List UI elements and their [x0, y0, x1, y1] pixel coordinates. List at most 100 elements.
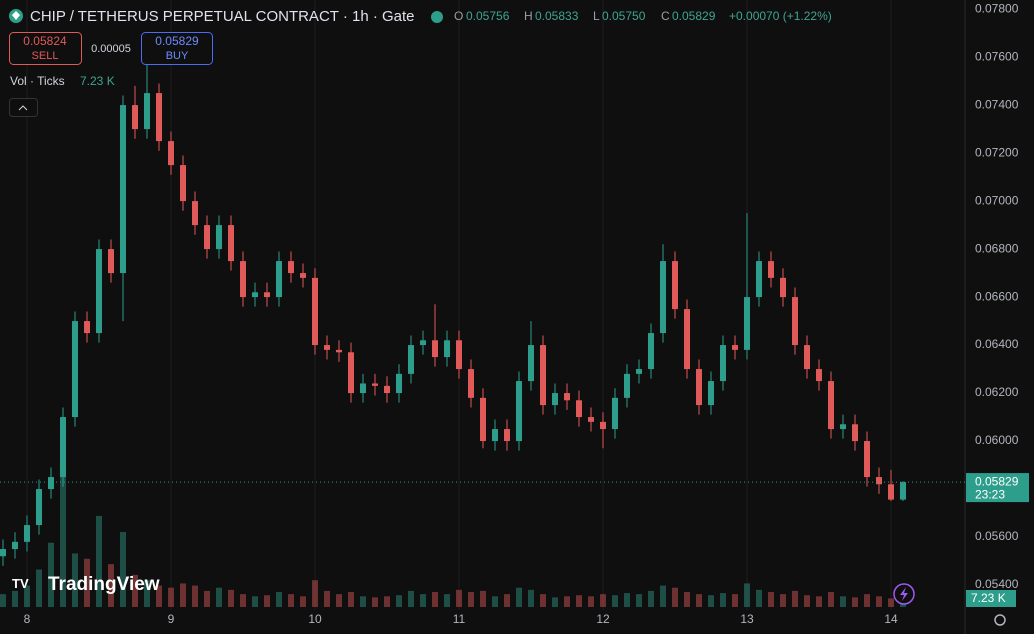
lightning-icon: [900, 587, 908, 601]
candle-body: [432, 340, 438, 358]
volume-bar: [72, 553, 78, 607]
ohlc-value: 0.05829: [672, 9, 716, 23]
y-tick-label: 0.06000: [975, 433, 1019, 447]
candle-body: [192, 201, 198, 226]
ohlc-label: O: [454, 9, 463, 23]
candle-body: [0, 549, 6, 557]
x-tick-label: 13: [740, 612, 754, 626]
candle-body: [516, 381, 522, 442]
volume-bar: [336, 594, 342, 607]
volume-bar: [120, 532, 126, 607]
ohlc-value: 0.05833: [535, 9, 579, 23]
candle-body: [540, 345, 546, 406]
volume-label: Vol · Ticks: [10, 74, 65, 88]
candle-body: [396, 373, 402, 394]
y-tick-label: 0.05600: [975, 529, 1019, 543]
volume-bar: [768, 592, 774, 607]
sell-button[interactable]: [9, 32, 82, 65]
candle-body: [492, 429, 498, 442]
sell-price: 0.05824: [23, 34, 67, 48]
volume-bar: [48, 542, 54, 607]
candle-body: [156, 93, 162, 142]
price-tag-bg: [966, 473, 1029, 503]
volume-value: 7.23 K: [80, 74, 115, 88]
volume-tag-bg: [966, 590, 1016, 607]
volume-bar: [804, 595, 810, 607]
volume-bar: [576, 595, 582, 607]
candle-body: [360, 383, 366, 394]
candle-body: [276, 261, 282, 298]
candle-body: [228, 225, 234, 262]
volume-bar: [384, 596, 390, 607]
candle-body: [48, 477, 54, 490]
ohlc-label: L: [593, 9, 600, 23]
x-tick-label: 12: [596, 612, 610, 626]
candle-body: [456, 340, 462, 370]
volume-bar: [348, 592, 354, 607]
candle-body: [732, 345, 738, 350]
volume-bar: [108, 564, 114, 607]
candle-body: [288, 261, 294, 274]
candle-body: [816, 369, 822, 382]
collapse-button[interactable]: [9, 98, 38, 117]
candle-body: [648, 333, 654, 370]
candle-body: [636, 369, 642, 374]
buy-price: 0.05829: [155, 34, 199, 48]
candle-body: [564, 393, 570, 401]
volume-bar: [588, 596, 594, 607]
volume-bar: [612, 595, 618, 607]
candle-body: [672, 261, 678, 310]
candle-body: [576, 400, 582, 418]
y-tick-label: 0.07200: [975, 145, 1019, 159]
settings-button[interactable]: [994, 614, 1006, 626]
volume-bar: [432, 592, 438, 607]
volume-bar: [60, 457, 66, 607]
candle-body: [756, 261, 762, 298]
candle-body: [600, 421, 606, 430]
candle-body: [444, 340, 450, 358]
volume-bar: [144, 580, 150, 607]
candle-body: [420, 340, 426, 346]
ohlc-value: 0.05756: [466, 9, 510, 23]
volume-bar: [252, 596, 258, 607]
candle-body: [336, 349, 342, 353]
volume-bar: [228, 589, 234, 607]
candle-body: [216, 225, 222, 250]
candle-body: [588, 417, 594, 422]
candle-body: [660, 261, 666, 334]
volume-bar: [600, 594, 606, 607]
candle-body: [552, 393, 558, 406]
buy-button[interactable]: [141, 32, 213, 65]
candle-body: [264, 292, 270, 298]
volume-bar: [420, 594, 426, 607]
candle-body: [708, 381, 714, 406]
ohlc-label: C: [661, 9, 670, 23]
candle-body: [828, 381, 834, 430]
x-tick-label: 10: [308, 612, 322, 626]
y-tick-label: 0.06200: [975, 385, 1019, 399]
symbol-icon-mark: [12, 11, 20, 20]
candle-body: [612, 397, 618, 430]
y-tick-label: 0.07800: [975, 1, 1019, 15]
volume-bar: [312, 580, 318, 607]
volume-bar: [516, 587, 522, 607]
volume-bar: [180, 583, 186, 607]
y-tick-label: 0.05400: [975, 577, 1019, 591]
volume-bar: [816, 596, 822, 607]
volume-bar: [444, 594, 450, 607]
volume-bar: [876, 596, 882, 607]
candle-body: [72, 321, 78, 418]
candle-body: [480, 397, 486, 442]
volume-bar: [840, 596, 846, 607]
candle-body: [252, 292, 258, 298]
volume-bar: [360, 596, 366, 607]
ohlc-value: 0.05750: [602, 9, 646, 23]
candle-body: [36, 489, 42, 526]
candle-body: [300, 273, 306, 278]
volume-bar: [168, 587, 174, 607]
volume-bar: [792, 590, 798, 607]
volume-bar: [192, 585, 198, 607]
volume-bar: [864, 594, 870, 607]
candle-body: [528, 345, 534, 382]
